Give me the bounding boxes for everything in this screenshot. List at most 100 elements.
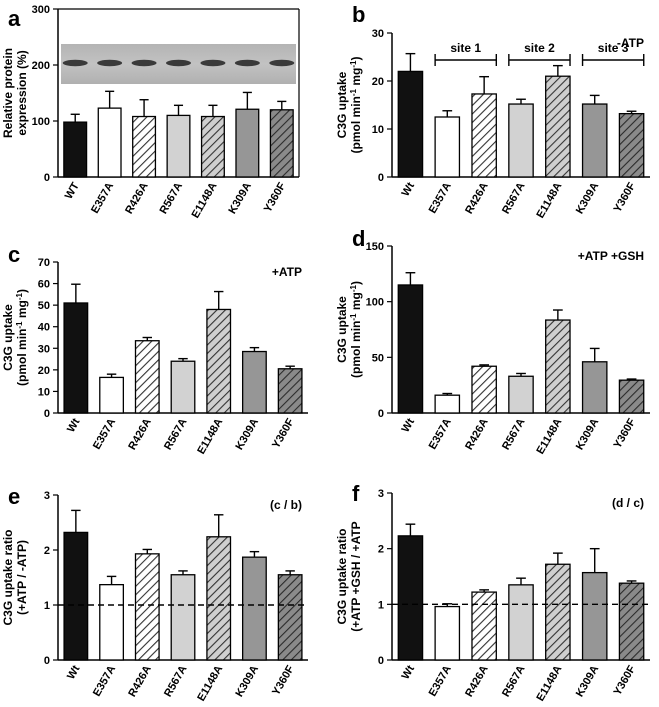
y-axis-label-2: (+ATP / -ATP)	[15, 540, 29, 615]
y-tick-label: 0	[378, 172, 384, 184]
blot-band	[200, 59, 226, 67]
bar-r426a	[134, 553, 160, 661]
site-label: site 1	[450, 41, 481, 55]
category-label: K309A	[574, 416, 602, 452]
y-axis-label-line2: (+ATP +GSH / +ATP	[349, 521, 363, 631]
panel-c: c 0 10 20 30 40 50 60 70 C3G uptake (pmol min-1 mg…	[1, 242, 308, 456]
category-label: E357A	[91, 416, 118, 451]
category-label: R426A	[126, 663, 154, 699]
y-tick-label: 10	[372, 124, 384, 136]
category-label: E357A	[91, 663, 118, 698]
category-label: K309A	[234, 416, 262, 452]
bar-e357a	[434, 116, 461, 178]
condition-annotation: -ATP	[617, 36, 644, 50]
bar-r567a	[170, 574, 196, 661]
y-tick-label: 50	[38, 300, 50, 312]
blot-band	[131, 59, 157, 67]
y-tick-label: 20	[372, 76, 384, 88]
y-tick-label: 200	[32, 60, 50, 72]
blot-band	[166, 59, 191, 67]
y-tick-label: 1	[378, 599, 384, 611]
category-label: Wt	[65, 663, 83, 681]
y-axis-label-line1: C3G uptake	[335, 296, 349, 363]
y-axis-label: C3G uptake	[335, 71, 349, 138]
category-label: R567A	[500, 180, 528, 216]
y-tick-label: 70	[38, 257, 50, 269]
category-label: Y360F	[262, 180, 289, 214]
bar-k309a	[241, 556, 267, 661]
y-axis-label-2: (+ATP +GSH / +ATP	[349, 521, 363, 631]
y-axis-label: Relative protein	[1, 48, 15, 138]
site-bracket: site 2	[508, 41, 571, 66]
y-axis-label-2: (pmol min-1 mg-1)	[15, 289, 29, 386]
condition-annotation: (c / b)	[270, 498, 302, 512]
y-tick-label: 1	[44, 600, 50, 612]
y-tick-label: 100	[32, 116, 50, 128]
category-label: R567A	[162, 663, 190, 699]
bar-k309a	[581, 361, 608, 414]
y-tick-label: 100	[366, 297, 384, 309]
y-axis-label: C3G uptake ratio	[335, 528, 349, 624]
y-tick-label: 30	[38, 343, 50, 355]
y-tick-label: 30	[372, 28, 384, 40]
panel-letter: b	[352, 2, 365, 27]
category-label: R567A	[500, 663, 528, 699]
category-label: E357A	[427, 663, 454, 698]
category-label: E1148A	[190, 180, 220, 220]
site-bracket: site 1	[434, 41, 498, 66]
y-axis-label: C3G uptake	[1, 304, 15, 371]
category-label: R567A	[500, 416, 528, 452]
condition-annotation: (d / c)	[612, 496, 644, 510]
y-axis-label: C3G uptake	[335, 296, 349, 363]
y-axis-label-line2: (pmol min-1 mg-1)	[349, 281, 363, 378]
category-label: R426A	[463, 416, 491, 452]
y-tick-label: 0	[378, 408, 384, 420]
y-tick-label: 150	[366, 241, 384, 253]
category-label: Wt	[400, 416, 418, 434]
western-blot-inset	[61, 44, 296, 84]
panel-d: d 0 50 100 150 C3G uptake (pmol min-1 mg-1) Wt E…	[335, 226, 650, 456]
y-tick-label: 2	[378, 544, 384, 556]
blot-band	[234, 59, 260, 67]
bar-wt	[63, 121, 88, 178]
bar-wt	[63, 531, 89, 661]
category-label: E1148A	[195, 663, 225, 703]
blot-band	[97, 59, 123, 67]
category-label: R426A	[126, 416, 154, 452]
category-label: R426A	[463, 663, 491, 699]
panel-letter: c	[8, 242, 20, 267]
panel-letter: d	[352, 226, 365, 251]
bar-k309a	[235, 108, 260, 178]
category-label: E357A	[427, 180, 454, 215]
bar-r426a	[471, 591, 497, 661]
bar-y360f	[269, 109, 294, 178]
y-tick-label: 0	[44, 655, 50, 667]
site-bracket: site 3	[581, 41, 645, 66]
y-tick-label: 20	[38, 365, 50, 377]
category-label: Wt	[400, 180, 418, 198]
bar-k309a	[581, 571, 608, 661]
bar-y360f	[277, 574, 303, 661]
condition-annotation: +ATP	[272, 265, 302, 279]
y-axis-label-line1: C3G uptake ratio	[335, 528, 349, 624]
blot-band	[62, 59, 88, 67]
category-label: E357A	[427, 416, 454, 451]
bar-r426a	[134, 340, 160, 414]
panel-b: b 0 10 20 30 C3G uptake (pmol min-1 mg-1) Wt E35…	[335, 2, 650, 220]
y-tick-label: 3	[44, 490, 50, 502]
category-label: Y360F	[612, 180, 639, 214]
y-axis-label-line2: (pmol min-1 mg-1)	[349, 57, 363, 154]
category-label: Y360F	[270, 416, 297, 450]
y-tick-label: 0	[44, 408, 50, 420]
bar-k309a	[581, 103, 608, 178]
category-label: Wt	[400, 663, 418, 681]
bar-r567a	[166, 114, 191, 178]
category-label: Wt	[65, 416, 83, 434]
bar-wt	[63, 302, 89, 414]
condition-annotation: +ATP +GSH	[578, 249, 644, 263]
category-label: Y360F	[270, 663, 297, 697]
panel-e: e 0 1 2 3 C3G uptake ratio (+ATP / -ATP) Wt E357…	[1, 484, 308, 703]
panel-a: a 0 100 200 300 Relative protein expression (%…	[1, 4, 300, 220]
category-label: Y360F	[612, 663, 639, 697]
y-axis-label-line1: C3G uptake ratio	[1, 529, 15, 625]
